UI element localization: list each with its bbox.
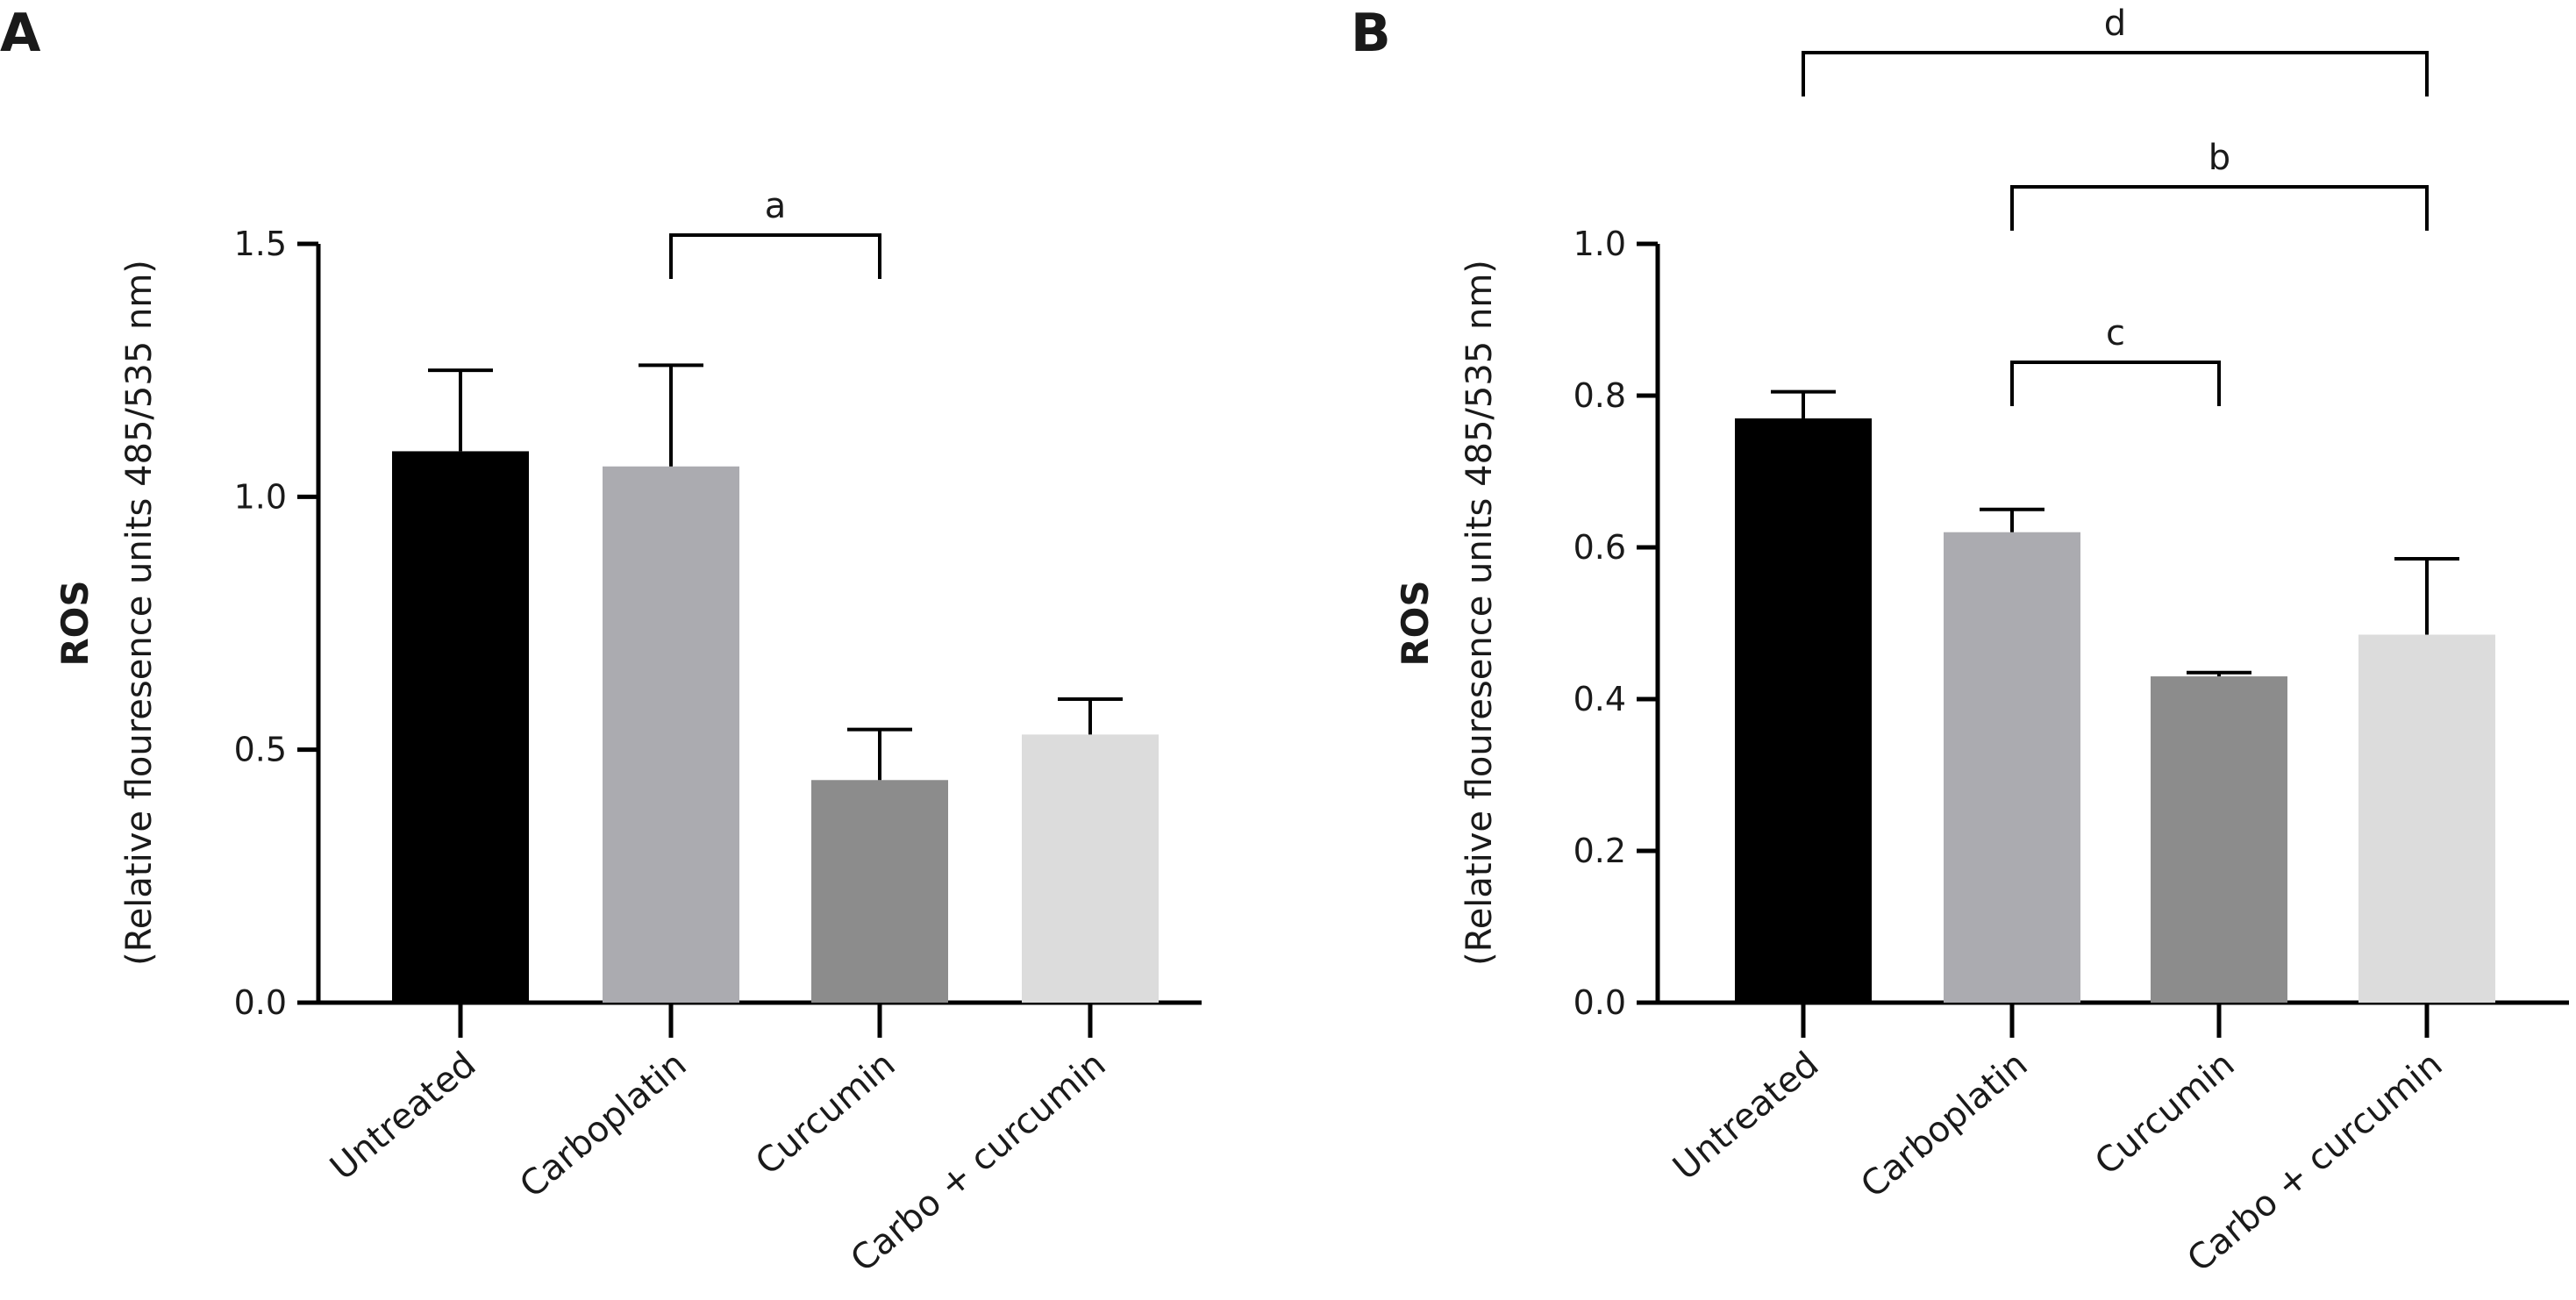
significance-label: c	[2106, 313, 2125, 354]
x-tick-label: Untreated	[1666, 1044, 1826, 1188]
y-axis-subtitle: (Relative flouresence units 485/535 nm)	[119, 260, 160, 966]
bar	[1022, 734, 1159, 1003]
bar	[1735, 418, 1872, 1003]
y-tick-label: 0.0	[1573, 983, 1626, 1022]
x-tick-label: Carboplatin	[512, 1044, 694, 1205]
x-tick-label: Carboplatin	[1853, 1044, 2035, 1205]
y-tick-label: 0.6	[1573, 528, 1626, 567]
bar	[392, 451, 529, 1003]
chart-panel-b: B 0.0 0.2 0.4 0.6 0.8 1.0 ROS (Relative flourese…	[1351, 3, 2569, 1280]
y-tick-label: 0.2	[1573, 832, 1626, 870]
y-axis-subtitle: (Relative flouresence units 485/535 nm)	[1459, 260, 1500, 966]
bar	[811, 780, 948, 1003]
significance-label: d	[2104, 4, 2126, 44]
y-tick-label: 0.4	[1573, 680, 1626, 718]
significance-bracket	[1802, 51, 2429, 96]
significance-bracket	[2010, 361, 2221, 406]
significance-label: b	[2209, 138, 2230, 178]
y-tick-label: 0.8	[1573, 376, 1626, 415]
x-tick-label: Curcumin	[748, 1044, 903, 1182]
chart-panel-a: A 0.0 0.5 1.0 1.5 ROS (Relative flouresence un…	[0, 3, 1202, 1280]
y-tick-label: 1.5	[234, 225, 287, 263]
panel-letter: B	[1351, 3, 1391, 64]
x-tick-label: Curcumin	[2087, 1044, 2242, 1182]
bar	[1944, 532, 2080, 1003]
panel-letter: A	[0, 3, 41, 64]
y-tick-label: 1.0	[234, 477, 287, 516]
y-tick-label: 1.0	[1573, 225, 1626, 263]
bar	[2358, 634, 2495, 1003]
bar	[603, 466, 739, 1003]
bar	[2151, 676, 2287, 1003]
y-tick-label: 0.5	[234, 731, 287, 769]
y-axis-title: ROS	[54, 580, 96, 666]
y-tick-label: 0.0	[234, 983, 287, 1022]
significance-bracket	[669, 233, 881, 279]
y-axis-title: ROS	[1394, 580, 1437, 666]
significance-label: a	[765, 186, 787, 226]
significance-bracket	[2010, 185, 2429, 231]
x-tick-label: Untreated	[323, 1044, 483, 1188]
